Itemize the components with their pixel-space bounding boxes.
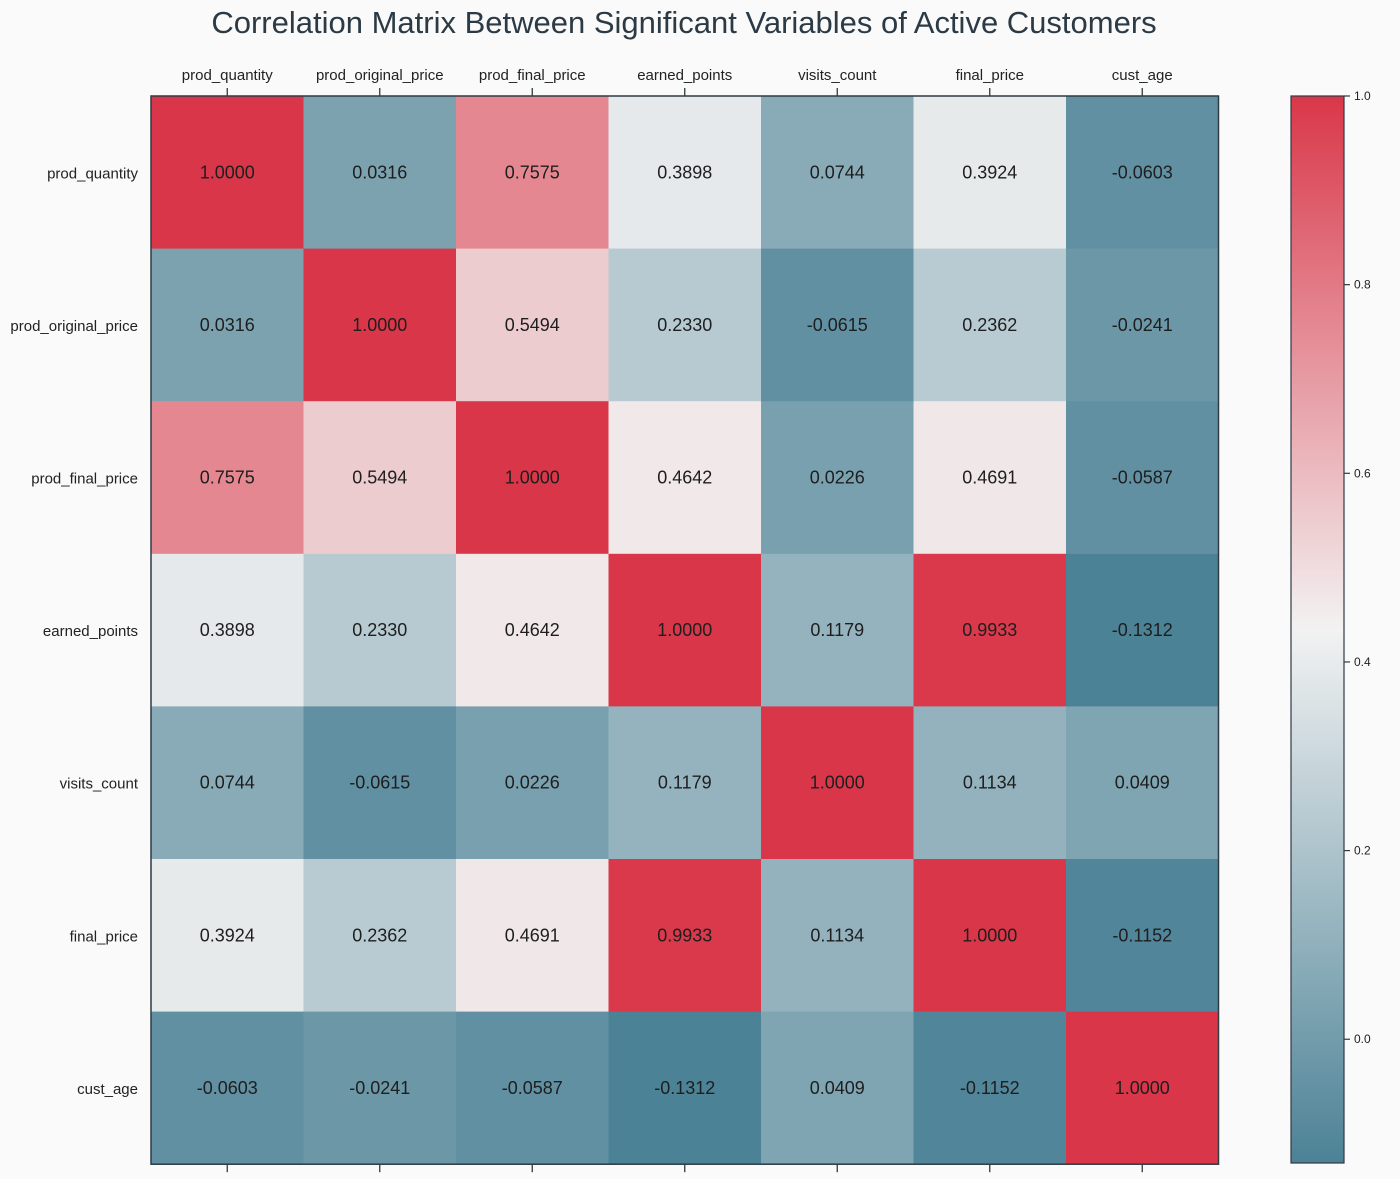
y-tick-label: prod_original_price xyxy=(10,318,138,335)
colorbar-tick-label: 0.8 xyxy=(1354,278,1371,292)
cell-value-label: 0.0744 xyxy=(200,773,255,793)
cell-value-label: -0.0615 xyxy=(807,315,868,335)
x-tick-label: prod_final_price xyxy=(479,67,586,84)
colorbar-tick-label: 0.6 xyxy=(1354,466,1371,480)
cell-value-label: 0.3924 xyxy=(962,162,1017,182)
cell-value-label: -0.0587 xyxy=(1112,468,1173,488)
cell-value-label: 1.0000 xyxy=(200,162,255,182)
cell-value-label: -0.0603 xyxy=(197,1078,258,1098)
colorbar-ticks: 0.0 0.2 0.4 0.6 0.8 1.0 xyxy=(1344,89,1371,1046)
cell-value-label: 1.0000 xyxy=(352,315,407,335)
cell-value-label: 1.0000 xyxy=(810,773,865,793)
colorbar-tick-label: 0.4 xyxy=(1354,655,1371,669)
cell-value-label: 0.0744 xyxy=(810,162,865,182)
cell-value-label: 0.7575 xyxy=(200,468,255,488)
cell-value-label: 1.0000 xyxy=(962,925,1017,945)
cell-value-label: -0.1312 xyxy=(654,1078,715,1098)
y-tick-label: prod_final_price xyxy=(31,471,138,488)
cell-value-label: 0.1179 xyxy=(658,773,712,793)
colorbar-tick-label: 0.0 xyxy=(1354,1032,1371,1046)
x-tick-label: prod_original_price xyxy=(316,67,444,84)
colorbar-tick-label: 0.2 xyxy=(1354,844,1371,858)
cell-value-label: -0.0587 xyxy=(502,1078,563,1098)
cell-value-label: 0.3898 xyxy=(657,162,712,182)
cell-value-label: 0.0409 xyxy=(810,1078,865,1098)
cell-value-label: 0.2330 xyxy=(352,620,407,640)
cell-value-label: 0.2362 xyxy=(352,925,407,945)
cell-value-label: 0.2330 xyxy=(657,315,712,335)
y-tick-label: prod_quantity xyxy=(47,165,138,182)
x-axis-bottom-ticks xyxy=(227,1164,1142,1172)
cell-value-label: 0.3898 xyxy=(200,620,255,640)
y-tick-label: cust_age xyxy=(77,1081,138,1098)
y-tick-label: visits_count xyxy=(60,776,139,793)
y-tick-label: earned_points xyxy=(43,623,138,640)
cell-value-label: 0.1134 xyxy=(963,773,1017,793)
cell-value-label: -0.0603 xyxy=(1112,162,1173,182)
y-axis: prod_quantity prod_original_price prod_fin… xyxy=(10,165,138,1098)
cell-value-label: 0.4691 xyxy=(505,925,560,945)
cell-value-label: 0.1179 xyxy=(810,620,864,640)
x-tick-label: prod_quantity xyxy=(182,67,273,84)
cell-value-label: 0.5494 xyxy=(352,468,407,488)
y-tick-label: final_price xyxy=(70,928,138,945)
cell-value-label: -0.1152 xyxy=(960,1078,1020,1098)
colorbar-gradient xyxy=(1291,96,1344,1163)
cell-value-label: 1.0000 xyxy=(505,468,560,488)
x-tick-label: cust_age xyxy=(1112,67,1173,84)
cell-value-label: 0.4642 xyxy=(505,620,560,640)
cell-value-label: 0.0316 xyxy=(200,315,255,335)
cell-value-label: 0.4691 xyxy=(962,468,1017,488)
cell-value-label: 0.0226 xyxy=(505,773,560,793)
cell-value-label: -0.1312 xyxy=(1112,620,1173,640)
x-tick-label: visits_count xyxy=(798,67,877,84)
cell-value-label: 0.9933 xyxy=(962,620,1017,640)
x-axis-top: prod_quantity prod_original_price prod_fin… xyxy=(182,67,1173,96)
cell-value-label: 1.0000 xyxy=(657,620,712,640)
cell-value-label: -0.0615 xyxy=(349,773,410,793)
cell-value-label: -0.0241 xyxy=(1112,315,1173,335)
cell-value-label: 0.5494 xyxy=(505,315,560,335)
cell-value-label: -0.1152 xyxy=(1112,925,1172,945)
cell-value-label: 1.0000 xyxy=(1115,1078,1170,1098)
cell-value-label: 0.9933 xyxy=(657,925,712,945)
cell-value-label: -0.0241 xyxy=(349,1078,410,1098)
cell-value-label: 0.2362 xyxy=(962,315,1017,335)
cell-value-label: 0.1134 xyxy=(810,925,864,945)
cell-value-label: 0.0409 xyxy=(1115,773,1170,793)
cell-value-label: 0.0226 xyxy=(810,468,865,488)
colorbar: 0.0 0.2 0.4 0.6 0.8 1.0 xyxy=(1291,89,1371,1163)
cell-value-label: 0.7575 xyxy=(505,162,560,182)
x-tick-label: earned_points xyxy=(637,67,732,84)
cell-value-label: 0.4642 xyxy=(657,468,712,488)
x-tick-label: final_price xyxy=(956,67,1024,84)
colorbar-tick-label: 1.0 xyxy=(1354,89,1371,103)
cell-value-label: 0.0316 xyxy=(352,162,407,182)
cell-value-label: 0.3924 xyxy=(200,925,255,945)
chart-title: Correlation Matrix Between Significant V… xyxy=(211,5,1156,40)
